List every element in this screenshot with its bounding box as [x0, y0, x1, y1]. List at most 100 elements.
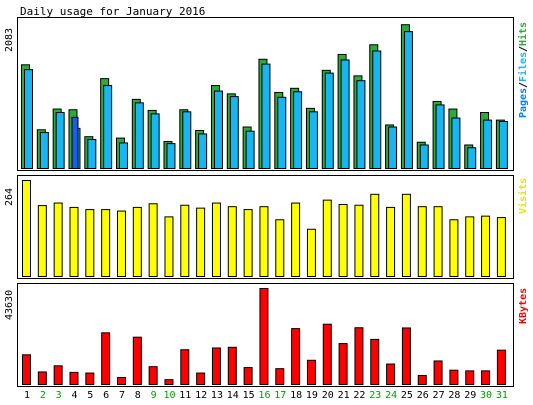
day-label: 25: [401, 390, 413, 401]
visits-bar: [386, 206, 396, 277]
day-label: 14: [227, 390, 239, 401]
files-bar: [134, 102, 144, 169]
files-bar: [103, 85, 113, 169]
chart-title: Daily usage for January 2016: [20, 5, 205, 18]
kbytes-bar: [433, 360, 443, 386]
files-bar: [372, 50, 382, 169]
day-label: 11: [179, 390, 191, 401]
day-label: 17: [274, 390, 286, 401]
kbytes-panel-frame: [17, 283, 514, 387]
files-bar: [324, 72, 334, 169]
visits-bar: [211, 202, 221, 277]
files-bar: [388, 126, 398, 169]
files-bar: [39, 132, 49, 169]
files-bar: [198, 133, 208, 169]
day-label: 19: [306, 390, 318, 401]
kbytes-bar: [227, 346, 237, 385]
files-bar: [435, 104, 445, 169]
visits-bar: [180, 204, 190, 278]
hits-files-bars: [21, 24, 508, 170]
visits-bar: [481, 215, 491, 278]
files-bar: [356, 80, 366, 169]
kbytes-bar: [243, 367, 253, 385]
visits-bar: [401, 193, 411, 277]
day-label: 8: [135, 390, 141, 401]
visits-bar: [243, 209, 253, 277]
visits-bar: [275, 219, 285, 277]
visits-panel-frame: [17, 175, 514, 279]
kbytes-bar: [180, 349, 190, 385]
day-label: 5: [87, 390, 93, 401]
kbytes-bar: [417, 374, 427, 386]
legend-kbytes: KBytes: [518, 288, 529, 324]
files-bar: [293, 91, 303, 169]
day-label: 4: [71, 390, 77, 401]
day-label: 24: [385, 390, 397, 401]
day-label: 30: [480, 390, 492, 401]
visits-bar: [196, 207, 206, 278]
kbytes-bar: [259, 288, 269, 385]
legend-visits: Visits: [517, 178, 529, 214]
kbytes-bar: [370, 338, 380, 386]
kbytes-bar: [148, 366, 158, 385]
day-label: 13: [211, 390, 223, 401]
day-label: 20: [322, 390, 334, 401]
files-bar: [118, 142, 128, 170]
files-bar: [150, 113, 160, 169]
visits-bar: [148, 203, 158, 277]
kbytes-bar: [164, 379, 174, 386]
day-label: 10: [163, 390, 175, 401]
files-bar: [467, 147, 477, 169]
day-label: 27: [433, 390, 445, 401]
visits-bar: [465, 216, 475, 277]
files-bar: [419, 144, 429, 169]
files-bar: [451, 117, 461, 169]
files-bar: [308, 111, 318, 169]
day-label: 29: [464, 390, 476, 401]
visits-bar: [69, 206, 79, 277]
kbytes-bar: [449, 369, 459, 385]
visits-bars: [22, 180, 506, 278]
files-bar: [483, 119, 493, 170]
day-label: 26: [417, 390, 429, 401]
legend-separator-1: /: [518, 82, 529, 88]
day-label: 16: [258, 390, 270, 401]
kbytes-bar: [275, 368, 285, 385]
visits-bar: [433, 206, 443, 278]
files-bar: [277, 96, 287, 169]
visits-bar: [132, 206, 142, 277]
legend-hits: Hits: [517, 22, 529, 46]
kbytes-bar: [22, 354, 31, 385]
legend-files: Files: [517, 52, 529, 82]
visits-bar: [259, 206, 269, 278]
visits-bar: [354, 204, 364, 278]
files-bar: [403, 31, 413, 169]
day-label: 28: [448, 390, 460, 401]
visits-bar: [306, 228, 316, 278]
day-label: 22: [353, 390, 365, 401]
hits-panel-frame: [17, 17, 514, 171]
files-bar: [229, 96, 239, 169]
visits-bar: [417, 206, 427, 278]
kbytes-bar: [291, 328, 301, 385]
kbytes-bar: [85, 372, 95, 385]
day-label: 1: [24, 390, 30, 401]
kbytes-bar: [116, 376, 126, 386]
day-label: 3: [56, 390, 62, 401]
day-label: 31: [496, 390, 508, 401]
day-label: 9: [151, 390, 157, 401]
kbytes-bar: [354, 327, 364, 385]
kbytes-bar: [211, 347, 221, 385]
kbytes-bar: [465, 370, 475, 385]
visits-bar: [85, 209, 95, 277]
visits-bar: [53, 202, 63, 277]
kbytes-bars: [22, 288, 506, 386]
files-bar: [261, 63, 271, 169]
visits-bar: [116, 210, 126, 277]
kbytes-bar: [306, 359, 316, 386]
day-label: 7: [119, 390, 125, 401]
kbytes-bar: [322, 323, 332, 386]
day-label: 2: [40, 390, 46, 401]
hits-axis-max-label: 2083: [4, 28, 15, 52]
visits-bar: [322, 199, 332, 278]
